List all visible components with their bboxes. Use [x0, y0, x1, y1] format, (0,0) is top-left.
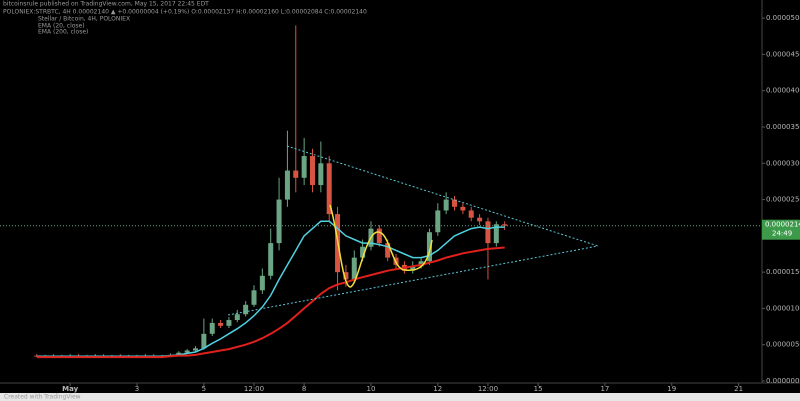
x-tick-label: 12 [433, 385, 442, 393]
legend-entry: EMA (200, close) [38, 29, 88, 36]
candle-body [268, 243, 274, 276]
x-tick-label: 15 [534, 385, 543, 393]
candle-body [493, 224, 499, 244]
candle-body [176, 352, 182, 355]
candle-body [360, 246, 366, 258]
x-tick-label: 5 [202, 385, 206, 393]
candle-body [259, 275, 265, 291]
x-tick-label: 8 [302, 385, 306, 393]
candle-body [184, 350, 190, 353]
legend-entry: EMA (20, close) [38, 23, 85, 30]
candle-body [477, 217, 483, 222]
header-line: bitcoinsrule published on TradingView.co… [3, 1, 209, 8]
header-line: POLONIEX:STRBTC, 4H 0.00002140 ▲ +0.0000… [3, 9, 367, 16]
x-tick-label: 19 [667, 385, 676, 393]
plot [34, 25, 508, 359]
ema-line [36, 246, 505, 359]
countdown-label: 24:49 [772, 230, 792, 238]
candle-body [318, 163, 324, 186]
candle-body [193, 348, 199, 351]
candle-body [34, 355, 40, 357]
candle-body [243, 304, 249, 315]
y-tick-label: 0.00001000 [766, 304, 800, 312]
candle-body [385, 243, 391, 258]
x-tick-label: 21 [734, 385, 743, 393]
candle-body [426, 232, 432, 262]
plot-background [0, 0, 800, 383]
x-tick-label: 12:00 [478, 385, 498, 393]
candle-body [468, 210, 474, 218]
y-tick-label: 0.00000000 [766, 377, 800, 385]
candle-body [485, 221, 491, 244]
candle-body [351, 257, 357, 280]
pattern-drawing [329, 204, 433, 288]
candle-body [309, 156, 315, 186]
candle-body [293, 170, 299, 178]
x-tick-label: 12:00 [244, 385, 264, 393]
candle-body [376, 228, 382, 244]
last-price-label: 0.00002140 [765, 221, 800, 229]
y-tick-label: 0.00001500 [766, 268, 800, 276]
x-tick-label: 10 [367, 385, 376, 393]
x-tick-label: 3 [135, 385, 139, 393]
candle-body [209, 322, 215, 334]
candle-body [452, 199, 458, 207]
candle-body [502, 224, 508, 226]
candle-body [276, 199, 282, 244]
candle-body [301, 156, 307, 178]
y-tick-label: 0.00004000 [766, 87, 800, 95]
x-tick-label: May [62, 385, 78, 393]
trendline-lower [227, 245, 599, 316]
candle-body [234, 314, 240, 321]
candle-body [251, 290, 257, 305]
y-tick-label: 0.00000500 [766, 341, 800, 349]
candle-body [435, 210, 441, 233]
last-price-box [762, 219, 800, 240]
y-tick-label: 0.00003000 [766, 159, 800, 167]
y-tick-label: 0.00004500 [766, 50, 800, 58]
candle-body [410, 266, 416, 271]
x-tick-label: 17 [600, 385, 609, 393]
trendline-upper [286, 145, 599, 247]
candle-body [201, 333, 207, 349]
candle-body [460, 206, 466, 211]
candle-body [218, 322, 224, 326]
candle-body [443, 199, 449, 211]
candle-body [226, 320, 232, 326]
y-tick-label: 0.00003500 [766, 123, 800, 131]
candle-body [343, 272, 349, 280]
header-line: Stellar / Bitcoin, 4H, POLONIEX [38, 16, 130, 23]
footer-bar [0, 393, 800, 401]
y-tick-label: 0.00005000 [766, 14, 800, 22]
candle-body [326, 163, 332, 215]
footer-text: Created with TradingView [4, 394, 81, 401]
candle-body [418, 261, 424, 267]
y-tick-label: 0.00002500 [766, 196, 800, 204]
candle-body [284, 170, 290, 200]
